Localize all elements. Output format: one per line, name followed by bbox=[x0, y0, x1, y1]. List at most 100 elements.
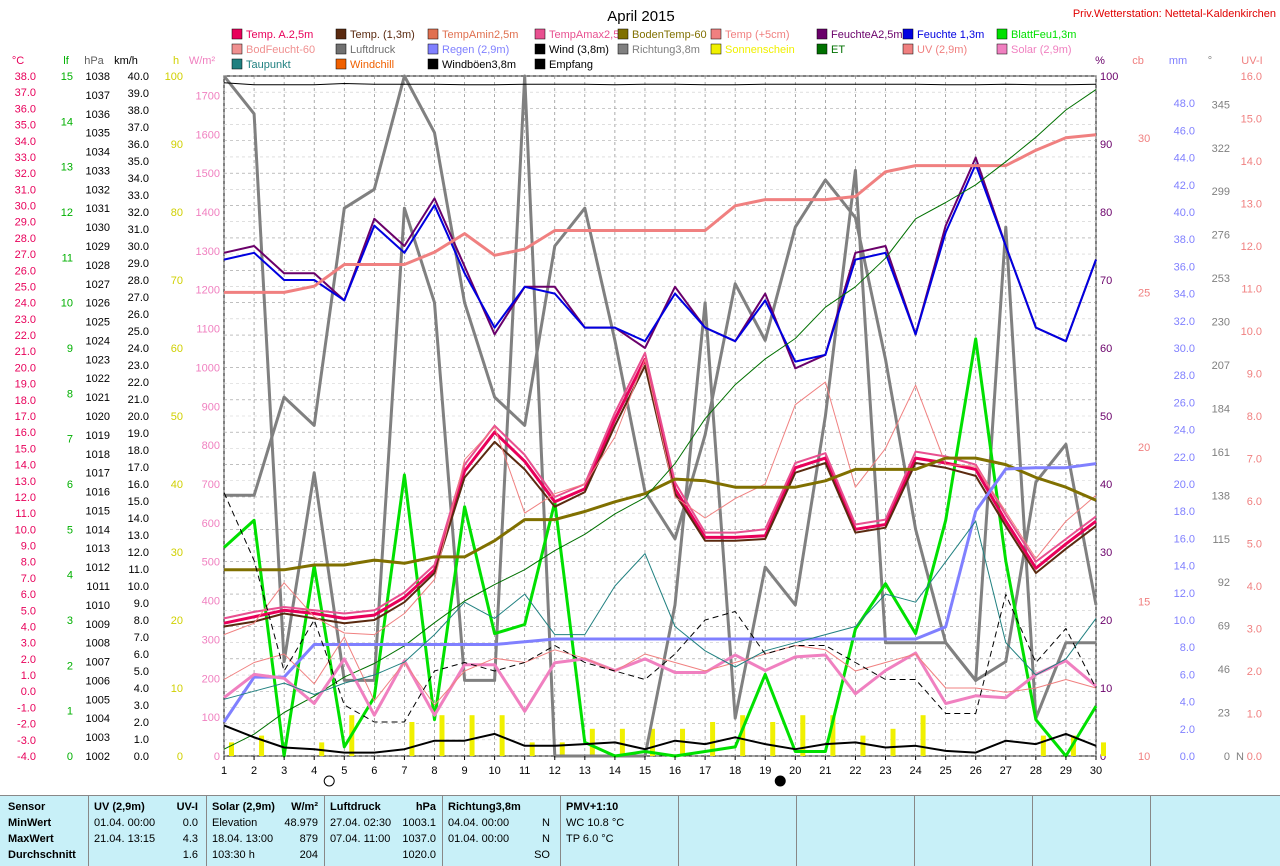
tick-uvi: 14.0 bbox=[1241, 156, 1262, 168]
tick-hpa: 1024 bbox=[86, 335, 110, 347]
sunshine-bar bbox=[740, 715, 746, 756]
legend-swatch bbox=[427, 28, 439, 40]
pressure-unit: hPa bbox=[415, 801, 436, 813]
legend-swatch bbox=[534, 43, 546, 55]
x-tick-label: 21 bbox=[819, 765, 831, 777]
tick-kmh: 28.0 bbox=[128, 275, 149, 287]
tick-kmh: 1.0 bbox=[134, 734, 149, 746]
tick-kmh: 36.0 bbox=[128, 139, 149, 151]
tick-temp_c: 10.0 bbox=[15, 524, 36, 536]
tick-hpa: 1019 bbox=[86, 430, 110, 442]
tick-kmh: 35.0 bbox=[128, 156, 149, 168]
sunshine-bar bbox=[860, 735, 866, 756]
unit-pct: % bbox=[1095, 55, 1105, 67]
uv-max-value: 4.3 bbox=[182, 833, 198, 845]
tick-mm: 34.0 bbox=[1174, 289, 1195, 301]
legend-label: BodFeucht-60 bbox=[246, 44, 315, 56]
tick-wm2: 1000 bbox=[196, 362, 220, 374]
direction-max-time: 01.04. 00:00 bbox=[448, 833, 510, 845]
tick-kmh: 27.0 bbox=[128, 292, 149, 304]
tick-hpa: 1006 bbox=[86, 675, 110, 687]
row-label-min: MinWert bbox=[8, 817, 52, 829]
tick-kmh: 38.0 bbox=[128, 105, 149, 117]
tick-temp_c: 37.0 bbox=[15, 87, 36, 99]
legend-swatch bbox=[902, 28, 914, 40]
tick-kmh: 11.0 bbox=[128, 564, 149, 576]
tick-mm: 0.0 bbox=[1180, 751, 1195, 763]
series-line-bodfeucht-60 bbox=[224, 133, 1097, 294]
tick-kmh: 32.0 bbox=[128, 207, 149, 219]
tick-kmh: 6.0 bbox=[134, 649, 149, 661]
tick-lf: 5 bbox=[67, 524, 73, 536]
sunshine-bar bbox=[830, 715, 836, 756]
unit-wm2: W/m² bbox=[189, 55, 216, 67]
x-tick-label: 17 bbox=[699, 765, 711, 777]
legend-label: Luftdruck bbox=[350, 44, 396, 56]
tick-hpa: 1034 bbox=[86, 147, 110, 159]
tick-lf: 8 bbox=[67, 388, 73, 400]
legend-swatch bbox=[617, 28, 629, 40]
legend-swatch bbox=[996, 28, 1008, 40]
pressure-avg-value: 1020.0 bbox=[402, 849, 436, 861]
x-tick-label: 16 bbox=[669, 765, 681, 777]
unit-deg: ° bbox=[1208, 55, 1212, 67]
legend-swatch bbox=[816, 28, 828, 40]
tick-uvi: 12.0 bbox=[1241, 241, 1262, 253]
pmv-header: PMV+1:10 bbox=[566, 801, 619, 813]
solar-header: Solar (2,9m) bbox=[212, 801, 275, 813]
legend-swatch bbox=[617, 43, 629, 55]
tick-uvi: 2.0 bbox=[1247, 666, 1262, 678]
tick-pct: 80 bbox=[1100, 207, 1112, 219]
tick-deg: 115 bbox=[1212, 534, 1230, 546]
legend-swatch bbox=[335, 58, 347, 70]
sunshine-bar bbox=[920, 715, 926, 756]
chart-title: April 2015 bbox=[607, 8, 675, 25]
sunshine-bar bbox=[499, 715, 505, 756]
tick-pct: 100 bbox=[1100, 71, 1118, 83]
tick-cb: 30 bbox=[1138, 133, 1150, 145]
stats-pmv-col: PMV+1:10 WC 10.8 °C TP 6.0 °C bbox=[560, 796, 679, 866]
tick-temp_c: 18.0 bbox=[15, 395, 36, 407]
tick-pct: 20 bbox=[1100, 615, 1112, 627]
tick-kmh: 25.0 bbox=[128, 326, 149, 338]
tick-lf: 3 bbox=[67, 615, 73, 627]
series-line-solar-2-9m- bbox=[223, 651, 1097, 717]
direction-header: Richtung3,8m bbox=[448, 801, 521, 813]
tick-mm: 48.0 bbox=[1174, 98, 1195, 110]
tick-temp_c: 2.0 bbox=[21, 654, 36, 666]
tick-mm: 8.0 bbox=[1180, 642, 1195, 654]
tick-kmh: 22.0 bbox=[128, 377, 149, 389]
tick-hpa: 1015 bbox=[86, 505, 110, 517]
x-tick-label: 14 bbox=[609, 765, 621, 777]
tick-temp_c: 1.0 bbox=[21, 670, 36, 682]
tick-lf: 12 bbox=[61, 207, 73, 219]
legend-swatch bbox=[534, 28, 546, 40]
tick-kmh: 29.0 bbox=[128, 258, 149, 270]
tick-temp_c: 14.0 bbox=[15, 460, 36, 472]
tick-temp_c: 32.0 bbox=[15, 168, 36, 180]
tick-mm: 38.0 bbox=[1174, 234, 1195, 246]
tick-cb: 20 bbox=[1138, 442, 1150, 454]
tick-uvi: 11.0 bbox=[1241, 284, 1262, 296]
legend-label: ET bbox=[831, 44, 845, 56]
tick-hpa: 1004 bbox=[86, 713, 110, 725]
legend-label: Feuchte 1,3m bbox=[917, 29, 984, 41]
tick-hpa: 1025 bbox=[86, 317, 110, 329]
pressure-min-time: 27.04. 02:30 bbox=[330, 817, 392, 829]
tick-hpa: 1020 bbox=[86, 411, 110, 423]
tick-wm2: 500 bbox=[202, 557, 220, 569]
tick-kmh: 9.0 bbox=[134, 598, 149, 610]
uv-header: UV (2,9m) bbox=[94, 801, 145, 813]
tick-uvi: 4.0 bbox=[1247, 581, 1262, 593]
tick-uvi: 16.0 bbox=[1241, 71, 1262, 83]
legend-label: Empfang bbox=[549, 59, 593, 71]
direction-max-value: N bbox=[542, 833, 550, 845]
sunshine-bar bbox=[1101, 742, 1106, 756]
tick-uvi: 7.0 bbox=[1247, 454, 1262, 466]
legend-swatch bbox=[335, 43, 347, 55]
x-tick-label: 11 bbox=[519, 765, 530, 777]
tick-temp_c: 24.0 bbox=[15, 298, 36, 310]
tick-deg: 69 bbox=[1218, 621, 1230, 633]
tick-hpa: 1009 bbox=[86, 619, 110, 631]
tick-h: 10 bbox=[171, 683, 183, 695]
